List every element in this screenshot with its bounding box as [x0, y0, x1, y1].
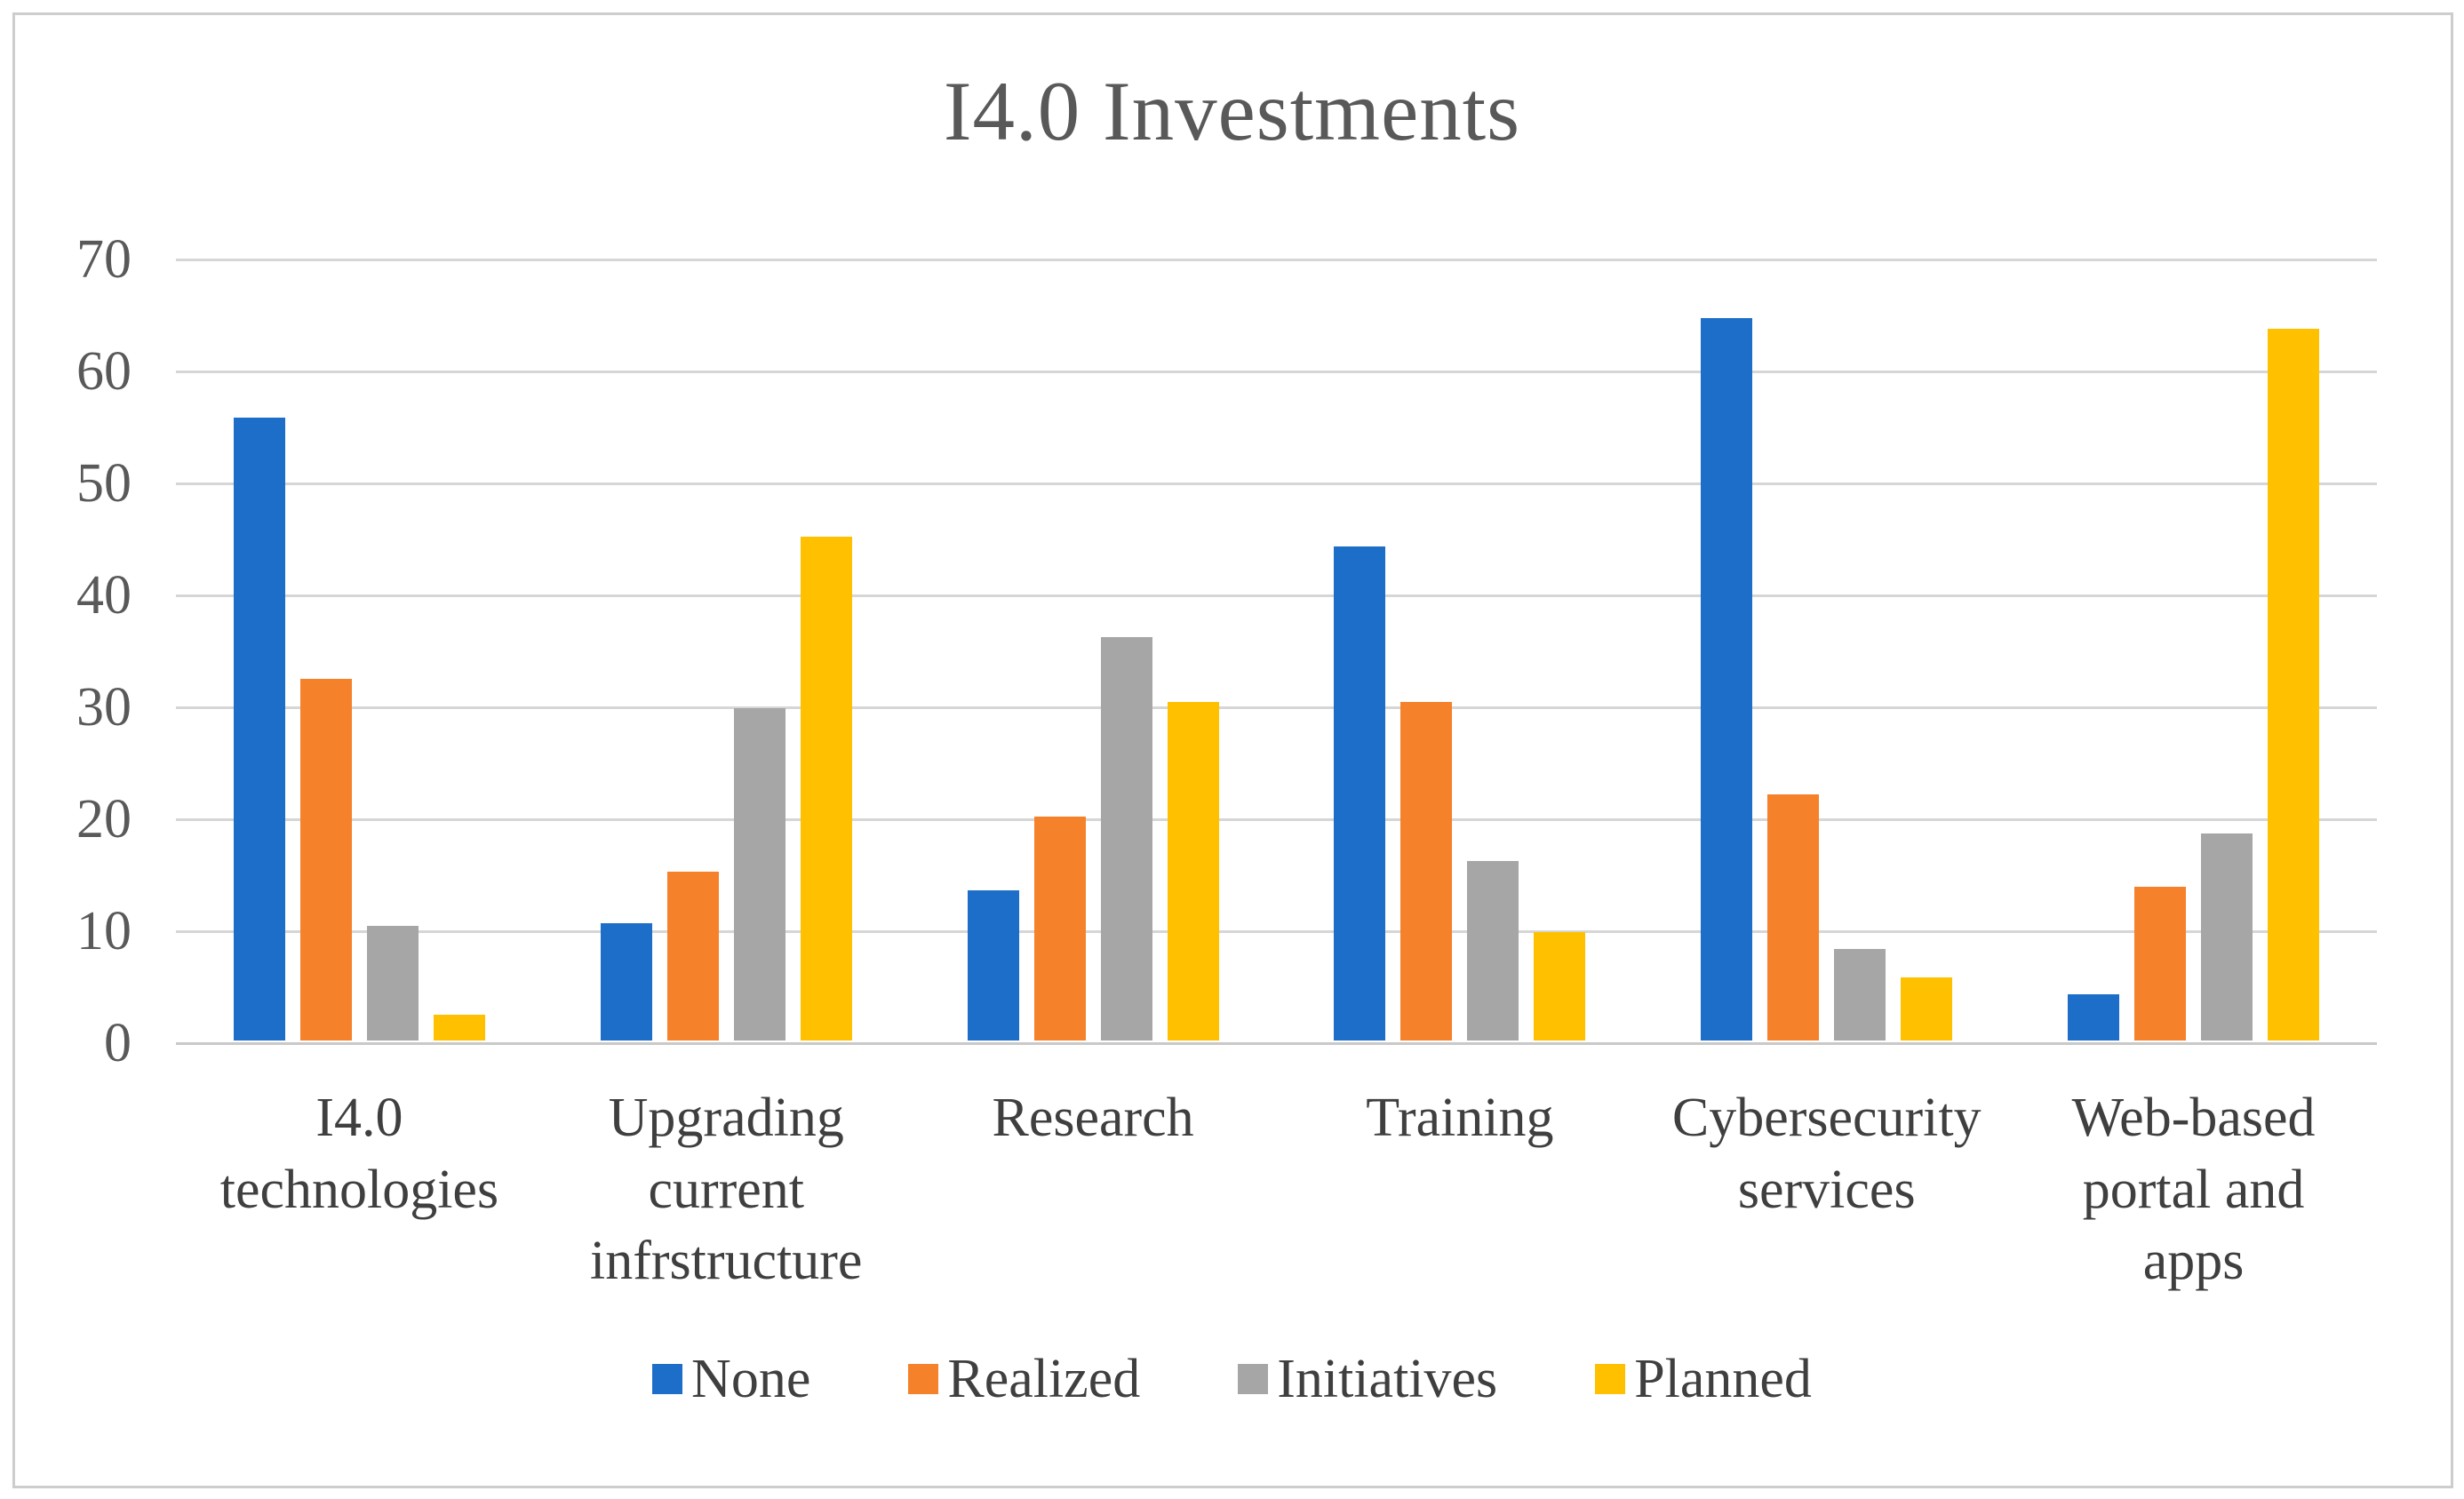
bar-planned-category-5: [1901, 977, 1953, 1041]
y-axis-tick-label-40: 40: [76, 565, 132, 626]
bar-none-category-1: [233, 418, 285, 1041]
legend-label: Realized: [947, 1349, 1141, 1409]
legend-item-realized: Realized: [908, 1349, 1140, 1409]
bar-initiatives-category-1: [366, 926, 419, 1041]
x-axis-category-label-3: Research: [992, 1088, 1194, 1148]
legend-swatch-icon: [652, 1364, 683, 1395]
chart-title: I4.0 Investments: [943, 64, 1521, 158]
gridline-70: [176, 258, 2377, 261]
bar-realized-category-1: [299, 679, 352, 1041]
bar-none-category-3: [967, 890, 1019, 1041]
x-axis-category-label-6: Web-based portal and apps: [2071, 1088, 2316, 1292]
gridline-50: [176, 482, 2377, 485]
legend-item-none: None: [652, 1349, 810, 1409]
y-axis-tick-label-60: 60: [76, 341, 132, 402]
bar-realized-category-2: [666, 871, 719, 1041]
bar-realized-category-3: [1033, 817, 1086, 1041]
bar-planned-category-2: [800, 537, 852, 1041]
legend: None Realized Initiatives Planned: [0, 1349, 2464, 1409]
y-axis-tick-label-50: 50: [76, 453, 132, 514]
bar-none-category-4: [1334, 546, 1386, 1041]
x-axis-category-label-5: Cybersecurity services: [1671, 1088, 1982, 1220]
legend-swatch-icon: [1595, 1364, 1626, 1395]
gridline-40: [176, 594, 2377, 597]
bar-initiatives-category-4: [1467, 861, 1519, 1041]
legend-label: Planned: [1634, 1349, 1812, 1409]
bar-planned-category-4: [1534, 931, 1586, 1041]
y-axis-tick-label-70: 70: [76, 229, 132, 290]
bar-none-category-2: [600, 922, 652, 1041]
legend-item-initiatives: Initiatives: [1238, 1349, 1497, 1409]
y-axis-tick-label-10: 10: [76, 901, 132, 961]
x-axis-category-label-4: Training: [1366, 1088, 1554, 1148]
bar-planned-category-1: [433, 1015, 485, 1041]
gridline-10: [176, 929, 2377, 933]
bar-planned-category-6: [2268, 328, 2320, 1041]
y-axis-tick-label-30: 30: [76, 677, 132, 738]
bar-realized-category-5: [1767, 793, 1820, 1041]
gridline-60: [176, 370, 2377, 373]
gridline-0: [176, 1041, 2377, 1045]
bar-initiatives-category-5: [1834, 948, 1886, 1041]
x-axis-category-label-2: Upgrading current infrstructure: [590, 1088, 863, 1292]
gridline-20: [176, 817, 2377, 821]
gridline-30: [176, 706, 2377, 709]
bar-realized-category-6: [2134, 887, 2187, 1041]
y-axis-tick-label-0: 0: [104, 1013, 132, 1073]
bar-realized-category-4: [1400, 702, 1453, 1041]
plot-area: [176, 258, 2377, 1045]
bar-initiatives-category-6: [2201, 833, 2253, 1041]
legend-label: Initiatives: [1277, 1349, 1498, 1409]
bar-initiatives-category-2: [733, 707, 785, 1041]
bar-initiatives-category-3: [1100, 637, 1152, 1041]
y-axis-tick-label-20: 20: [76, 789, 132, 849]
legend-item-planned: Planned: [1595, 1349, 1812, 1409]
legend-swatch-icon: [908, 1364, 939, 1395]
bar-none-category-6: [2068, 994, 2120, 1041]
bar-none-category-5: [1701, 318, 1753, 1041]
legend-swatch-icon: [1238, 1364, 1269, 1395]
bar-planned-category-3: [1167, 702, 1219, 1041]
legend-label: None: [691, 1349, 811, 1409]
x-axis-category-label-1: I4.0 technologies: [219, 1088, 499, 1220]
